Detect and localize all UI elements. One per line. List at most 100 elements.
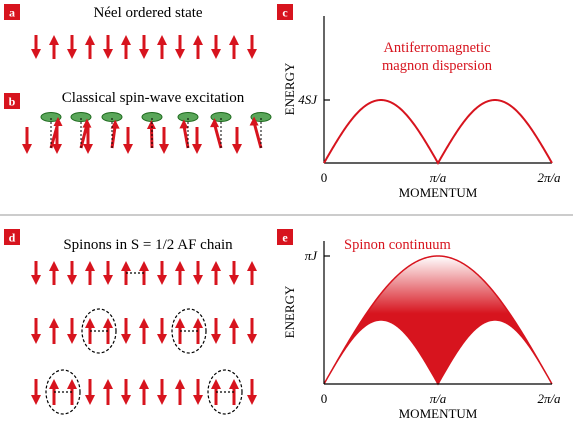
e-xtick-1: π/a	[430, 391, 447, 406]
spin-up-arrow	[139, 318, 149, 344]
precession-ellipse	[177, 112, 199, 122]
c-ytick-label: 4SJ	[298, 92, 318, 107]
spin-down-arrow	[157, 318, 167, 344]
precession-ellipse	[210, 112, 232, 122]
spin-down-arrow	[247, 379, 257, 405]
spin-up-arrow	[193, 35, 203, 59]
spin-up-arrow	[49, 261, 59, 285]
spinon-row-3	[31, 369, 257, 415]
spin-down-arrow	[229, 261, 239, 285]
spin-up-arrow	[211, 261, 221, 285]
spin-up-arrow	[211, 379, 221, 405]
panel-a-letter: a	[9, 6, 15, 20]
spin-up-arrow	[175, 379, 185, 405]
spin-up-arrow	[121, 35, 131, 59]
spin-down-arrow	[193, 379, 203, 405]
spin-up-arrow	[175, 318, 185, 344]
spinon-continuum-area	[323, 255, 553, 386]
panel-b: b Classical spin-wave excitation	[4, 90, 272, 154]
spin-up-arrow	[139, 379, 149, 405]
panel-c-letter: c	[282, 6, 288, 20]
spin-wave-row	[22, 112, 272, 154]
spin-down-arrow	[247, 35, 257, 59]
spin-down-arrow	[157, 261, 167, 285]
panel-c: c 4SJ ENERGY 0 π/a 2π/a MOMENTUM Antifer…	[277, 4, 561, 200]
tilted-spin-arrow	[79, 118, 92, 149]
spin-down-arrow	[159, 127, 169, 154]
spin-down-arrow	[31, 35, 41, 59]
spin-up-arrow	[49, 35, 59, 59]
spin-down-arrow	[157, 379, 167, 405]
spin-down-arrow	[247, 318, 257, 344]
spin-up-arrow	[175, 261, 185, 285]
spin-up-arrow	[229, 318, 239, 344]
spin-up-arrow	[85, 318, 95, 344]
panel-a-badge	[4, 4, 20, 20]
spin-down-arrow	[52, 127, 62, 154]
spin-up-arrow	[103, 318, 113, 344]
precession-ellipse	[70, 112, 92, 122]
panel-d-badge	[4, 229, 20, 245]
spinon-row-2	[31, 308, 257, 354]
c-annotation-line2: magnon dispersion	[382, 58, 493, 74]
panel-e-badge	[277, 229, 293, 245]
spin-up-arrow	[157, 35, 167, 59]
precession-ellipse	[40, 112, 62, 122]
spin-down-arrow	[123, 127, 133, 154]
spin-up-arrow	[229, 379, 239, 405]
spinon-ellipse	[45, 369, 81, 415]
spin-up-arrow	[49, 379, 59, 405]
e-annotation: Spinon continuum	[344, 237, 451, 253]
spinon-ellipse	[81, 308, 117, 354]
spin-down-arrow	[67, 261, 77, 285]
spin-up-arrow	[67, 379, 77, 405]
spin-down-arrow	[211, 318, 221, 344]
e-xtick-2: 2π/a	[537, 391, 561, 406]
panel-e-letter: e	[282, 231, 288, 245]
panel-b-badge	[4, 93, 20, 109]
neel-spin-row	[31, 35, 257, 59]
precession-ellipse	[101, 112, 123, 122]
c-annotation-line1: Antiferromagnetic	[383, 40, 490, 56]
spin-up-arrow	[49, 318, 59, 344]
spin-up-arrow	[85, 35, 95, 59]
e-ytick-label: πJ	[305, 248, 319, 263]
spinon-ellipse	[171, 308, 207, 354]
spinon-ellipse	[207, 369, 243, 415]
spin-down-arrow	[83, 127, 93, 154]
spin-down-arrow	[211, 35, 221, 59]
spin-down-arrow	[67, 35, 77, 59]
spin-up-arrow	[229, 35, 239, 59]
tilted-spin-arrow	[249, 116, 263, 149]
spin-up-arrow	[85, 261, 95, 285]
tilted-spin-arrow	[179, 119, 190, 149]
spin-down-arrow	[232, 127, 242, 154]
spin-down-arrow	[175, 35, 185, 59]
panel-c-badge	[277, 4, 293, 20]
c-xtick-0: 0	[321, 170, 328, 185]
panel-b-letter: b	[9, 95, 16, 109]
panel-d: d Spinons in S = 1/2 AF chain	[4, 229, 257, 415]
spin-up-arrow	[247, 261, 257, 285]
spin-down-arrow	[139, 35, 149, 59]
panel-b-title: Classical spin-wave excitation	[62, 90, 245, 106]
spin-down-arrow	[193, 261, 203, 285]
spin-down-arrow	[31, 261, 41, 285]
tilted-spin-arrow	[210, 118, 223, 149]
c-xtick-2: 2π/a	[537, 170, 561, 185]
panel-e: e πJ ENERGY 0 π/a 2π/a MOMENTUM Spinon c…	[277, 229, 561, 421]
spin-down-arrow	[121, 379, 131, 405]
spin-down-arrow	[67, 318, 77, 344]
spin-down-arrow	[121, 318, 131, 344]
e-xtick-0: 0	[321, 391, 328, 406]
panel-d-letter: d	[9, 231, 16, 245]
panel-d-title: Spinons in S = 1/2 AF chain	[63, 237, 233, 253]
tilted-spin-arrow	[110, 119, 120, 149]
tilted-spin-arrow	[146, 119, 156, 149]
spin-down-arrow	[31, 318, 41, 344]
spin-up-arrow	[103, 379, 113, 405]
spin-down-arrow	[85, 379, 95, 405]
spin-down-arrow	[31, 379, 41, 405]
e-ylabel: ENERGY	[282, 285, 297, 338]
